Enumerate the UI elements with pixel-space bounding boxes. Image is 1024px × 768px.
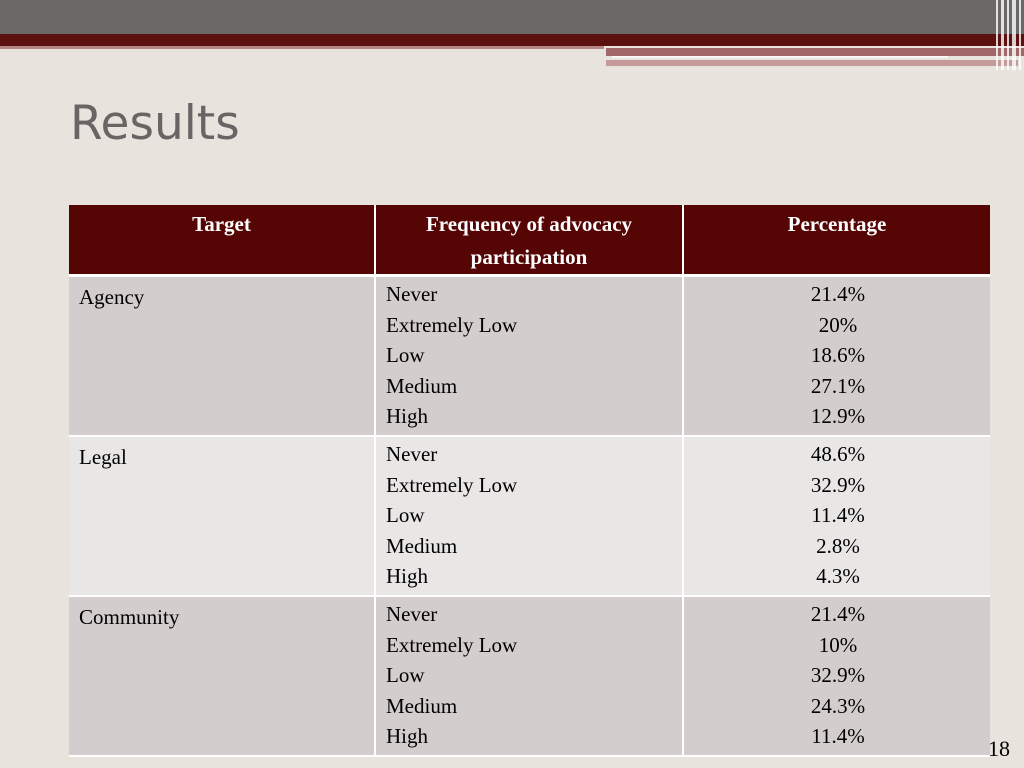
table-row: Legal Never Extremely Low Low Medium Hig… <box>69 436 990 597</box>
percentage-value: 27.1% <box>810 373 866 398</box>
percentage-value: 32.9% <box>810 663 866 688</box>
frequency-cell: Never Extremely Low Low Medium High <box>375 436 684 597</box>
percentage-value: 11.4% <box>811 503 865 528</box>
frequency-level: Extremely Low <box>386 312 518 337</box>
table-row: Agency Never Extremely Low Low Medium Hi… <box>69 275 990 437</box>
accent-band <box>0 34 1024 46</box>
percentage-value: 10% <box>818 632 858 657</box>
page-number: 18 <box>988 736 1010 761</box>
frequency-level: Extremely Low <box>386 472 518 497</box>
accent-stripe-highlight <box>612 56 948 58</box>
percentage-value: 21.4% <box>810 602 866 626</box>
frequency-level: High <box>386 564 428 589</box>
column-header-target: Target <box>69 205 376 277</box>
target-cell: Agency <box>69 275 376 437</box>
frequency-level: Medium <box>386 533 458 558</box>
percentage-value: 48.6% <box>810 442 866 466</box>
results-table: Target Frequency of advocacy participati… <box>69 205 990 757</box>
column-header-percentage: Percentage <box>683 205 990 277</box>
top-bar <box>0 0 1024 34</box>
frequency-level: Medium <box>386 373 458 398</box>
accent-stripe <box>606 48 1024 56</box>
frequency-level: High <box>386 724 428 749</box>
frequency-cell: Never Extremely Low Low Medium High <box>375 596 684 757</box>
percentage-value: 24.3% <box>810 693 866 718</box>
target-cell: Legal <box>69 436 376 597</box>
slide-title: Results <box>70 96 240 151</box>
percentage-value: 4.3% <box>816 564 860 589</box>
percentage-value: 2.8% <box>816 533 860 558</box>
frequency-level: High <box>386 404 428 429</box>
percentage-value: 18.6% <box>810 343 866 368</box>
frequency-level: Never <box>386 602 438 626</box>
frequency-level: Low <box>386 503 425 528</box>
table-header-row: Target Frequency of advocacy participati… <box>69 205 990 277</box>
percentage-cell: 21.4% 10% 32.9% 24.3% 11.4% <box>683 596 990 757</box>
frequency-level: Extremely Low <box>386 632 518 657</box>
frequency-level: Medium <box>386 693 458 718</box>
target-cell: Community <box>69 596 376 757</box>
column-header-frequency: Frequency of advocacy participation <box>375 205 684 277</box>
accent-band-shadow <box>0 46 604 49</box>
frequency-level: Low <box>386 343 425 368</box>
frequency-level: Never <box>386 282 438 306</box>
percentage-value: 11.4% <box>811 724 865 749</box>
percentage-value: 32.9% <box>810 472 866 497</box>
decorative-vertical-stripes <box>990 0 1024 70</box>
accent-stripe-lower <box>606 60 1018 66</box>
percentage-value: 12.9% <box>810 404 866 429</box>
table-row: Community Never Extremely Low Low Medium… <box>69 596 990 757</box>
percentage-value: 20% <box>818 312 858 337</box>
percentage-cell: 48.6% 32.9% 11.4% 2.8% 4.3% <box>683 436 990 597</box>
percentage-value: 21.4% <box>810 282 866 306</box>
frequency-level: Never <box>386 442 438 466</box>
frequency-level: Low <box>386 663 425 688</box>
percentage-cell: 21.4% 20% 18.6% 27.1% 12.9% <box>683 275 990 437</box>
frequency-cell: Never Extremely Low Low Medium High <box>375 275 684 437</box>
